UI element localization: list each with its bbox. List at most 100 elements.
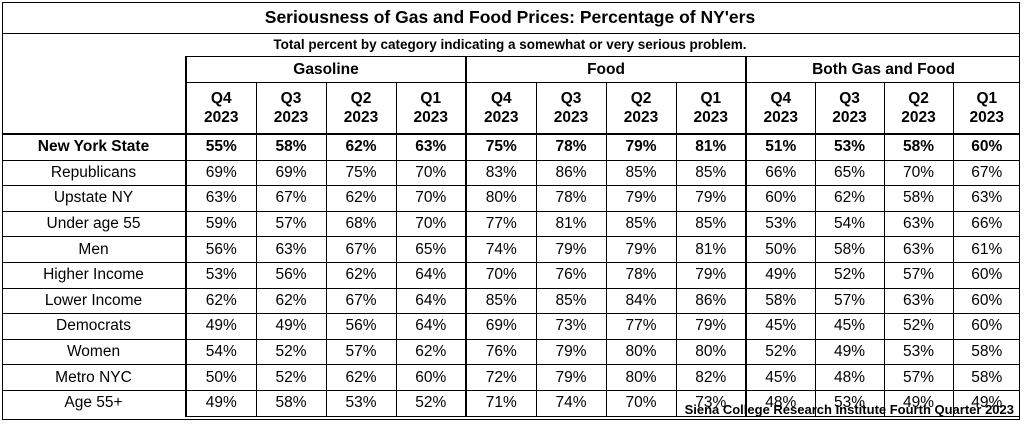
row-label: Upstate NY <box>2 185 187 212</box>
value-cell: 60% <box>952 133 1021 161</box>
value-cell: 53% <box>185 261 257 289</box>
value-cell: 57% <box>883 364 954 391</box>
value-cell: 63% <box>952 185 1021 212</box>
value-cell: 62% <box>395 338 467 366</box>
value-cell: 53% <box>814 133 885 161</box>
value-cell: 48% <box>745 389 816 417</box>
table-title: Seriousness of Gas and Food Prices: Perc… <box>264 7 756 27</box>
value-cell: 73% <box>675 389 747 417</box>
value-cell: 54% <box>185 338 257 366</box>
value-cell: 62% <box>325 261 397 289</box>
value-cell: 74% <box>535 389 607 417</box>
value-cell: 58% <box>952 338 1021 366</box>
value-cell: 70% <box>465 261 537 289</box>
value-cell: 49% <box>952 389 1021 417</box>
quarter-header-cell: Q3 2023 <box>535 82 607 135</box>
table-row: Democrats 49% 49% 56% 64% 69% 73% 77% 79% 45% 45% 5… <box>2 313 1021 340</box>
value-cell: 52% <box>395 389 467 417</box>
value-cell: 69% <box>185 159 257 187</box>
table-row: Lower Income 62% 62% 67% 64% 85% 85% 84% 86% 58% 5… <box>2 287 1021 315</box>
value-cell: 70% <box>605 389 677 417</box>
year-label: 2023 <box>832 109 867 126</box>
corner-cell <box>2 56 187 83</box>
value-cell: 62% <box>325 133 397 161</box>
value-cell: 67% <box>325 287 397 315</box>
value-cell: 69% <box>465 313 537 340</box>
value-cell: 85% <box>535 287 607 315</box>
value-cell: 83% <box>465 159 537 187</box>
value-cell: 58% <box>814 236 885 263</box>
year-label: 2023 <box>693 109 729 126</box>
table-row: Men 56% 63% 67% 65% 74% 79% 79% 81% 50% 58% 63% 61% <box>2 236 1021 263</box>
value-cell: 45% <box>814 313 885 340</box>
quarter-header-cell: Q4 2023 <box>465 82 537 135</box>
quarter-header-cell: Q4 2023 <box>185 82 257 135</box>
value-cell: 64% <box>395 287 467 315</box>
value-cell: 58% <box>255 389 327 417</box>
value-cell: 85% <box>465 287 537 315</box>
year-label: 2023 <box>623 109 659 126</box>
row-label: New York State <box>2 133 187 161</box>
value-cell: 63% <box>883 210 954 238</box>
value-cell: 79% <box>605 133 677 161</box>
table-row: New York State 55% 58% 62% 63% 75% 78% 79% 81% 51… <box>2 133 1021 161</box>
value-cell: 65% <box>395 236 467 263</box>
year-label: 2023 <box>901 109 936 126</box>
value-cell: 55% <box>185 133 257 161</box>
quarter-header-cell: Q2 2023 <box>605 82 677 135</box>
value-cell: 53% <box>325 389 397 417</box>
value-cell: 60% <box>745 185 816 212</box>
quarter-label: Q1 <box>976 90 998 107</box>
value-cell: 81% <box>675 133 747 161</box>
value-cell: 80% <box>605 364 677 391</box>
value-cell: 84% <box>605 287 677 315</box>
quarter-header-cell: Q2 2023 <box>883 82 954 135</box>
table-row: Higher Income 53% 56% 62% 64% 70% 76% 78% 79% 49%… <box>2 261 1021 289</box>
table-row: Under age 55 59% 57% 68% 70% 77% 81% 85% 85% 53% 5… <box>2 210 1021 238</box>
quarter-header-cell: Q1 2023 <box>395 82 467 135</box>
value-cell: 63% <box>185 185 257 212</box>
value-cell: 80% <box>605 338 677 366</box>
value-cell: 60% <box>395 364 467 391</box>
value-cell: 45% <box>745 364 816 391</box>
value-cell: 75% <box>465 133 537 161</box>
value-cell: 52% <box>255 364 327 391</box>
value-cell: 53% <box>883 338 954 366</box>
table-body: New York State 55% 58% 62% 63% 75% 78% 79% 81% 51… <box>2 133 1021 417</box>
value-cell: 56% <box>185 236 257 263</box>
value-cell: 78% <box>605 261 677 289</box>
value-cell: 64% <box>395 261 467 289</box>
value-cell: 59% <box>185 210 257 238</box>
value-cell: 52% <box>745 338 816 366</box>
quarter-label: Q3 <box>280 90 302 107</box>
value-cell: 72% <box>465 364 537 391</box>
table-subtitle: Total percent by category indicating a s… <box>273 37 747 52</box>
quarter-label: Q2 <box>908 90 929 107</box>
value-cell: 78% <box>535 133 607 161</box>
value-cell: 79% <box>535 236 607 263</box>
table-row: Women 54% 52% 57% 62% 76% 79% 80% 80% 52% 49% 53% 58… <box>2 338 1021 366</box>
value-cell: 49% <box>185 389 257 417</box>
value-cell: 66% <box>745 159 816 187</box>
value-cell: 85% <box>605 210 677 238</box>
quarter-label: Q4 <box>770 90 792 107</box>
value-cell: 58% <box>255 133 327 161</box>
value-cell: 54% <box>814 210 885 238</box>
title-divider <box>2 33 1020 34</box>
value-cell: 79% <box>605 236 677 263</box>
value-cell: 78% <box>535 185 607 212</box>
value-cell: 70% <box>883 159 954 187</box>
row-label: Women <box>2 338 187 366</box>
value-cell: 45% <box>745 313 816 340</box>
value-cell: 73% <box>535 313 607 340</box>
table-row: Metro NYC 50% 52% 62% 60% 72% 79% 80% 82% 45% 48% 5… <box>2 364 1021 391</box>
value-cell: 60% <box>952 261 1021 289</box>
value-cell: 80% <box>675 338 747 366</box>
row-label: Lower Income <box>2 287 187 315</box>
value-cell: 81% <box>675 236 747 263</box>
year-label: 2023 <box>553 109 589 126</box>
value-cell: 86% <box>675 287 747 315</box>
value-cell: 77% <box>465 210 537 238</box>
value-cell: 65% <box>814 159 885 187</box>
value-cell: 70% <box>395 210 467 238</box>
